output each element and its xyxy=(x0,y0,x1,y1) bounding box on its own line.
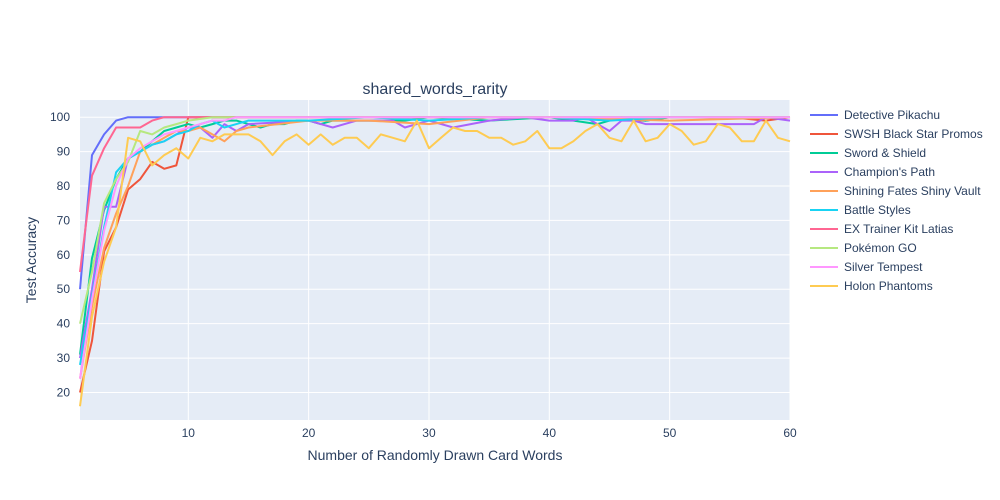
x-tick-label: 10 xyxy=(182,426,196,440)
x-axis-ticks: 10 20 30 40 50 60 xyxy=(182,426,797,440)
x-axis-title: Number of Randomly Drawn Card Words xyxy=(308,447,563,463)
legend-item-label[interactable]: Silver Tempest xyxy=(844,260,923,274)
legend-item-label[interactable]: Sword & Shield xyxy=(844,146,926,160)
y-tick-label: 100 xyxy=(50,110,70,124)
legend-item-label[interactable]: Shining Fates Shiny Vault xyxy=(844,184,981,198)
legend-item-label[interactable]: Pokémon GO xyxy=(844,241,917,255)
y-axis-ticks: 20 30 40 50 60 70 80 90 100 xyxy=(50,110,70,399)
grid-lines xyxy=(80,100,791,420)
y-tick-label: 80 xyxy=(57,179,71,193)
series-line xyxy=(79,116,790,324)
legend: Detective Pikachu SWSH Black Star Promos S… xyxy=(810,108,983,293)
y-tick-label: 40 xyxy=(57,317,71,331)
y-tick-label: 90 xyxy=(57,145,71,159)
legend-item-label[interactable]: Detective Pikachu xyxy=(844,108,940,122)
chart-title: shared_words_rarity xyxy=(363,81,508,98)
x-tick-label: 50 xyxy=(663,426,677,440)
y-axis-title: Test Accuracy xyxy=(23,217,39,303)
legend-item-label[interactable]: Holon Phantoms xyxy=(844,279,933,293)
legend-item-label[interactable]: Battle Styles xyxy=(844,203,911,217)
plot-area xyxy=(80,100,790,420)
series-layer xyxy=(79,116,791,407)
series-line xyxy=(79,119,791,407)
series-line xyxy=(79,116,790,379)
x-tick-label: 40 xyxy=(543,426,557,440)
y-tick-label: 20 xyxy=(57,385,71,399)
series-line xyxy=(79,116,791,379)
x-tick-label: 30 xyxy=(422,426,436,440)
x-tick-label: 20 xyxy=(302,426,316,440)
series-line xyxy=(79,116,790,273)
x-tick-label: 60 xyxy=(783,426,797,440)
y-tick-label: 50 xyxy=(57,282,71,296)
y-tick-label: 30 xyxy=(57,351,71,365)
legend-item-label[interactable]: Champion's Path xyxy=(844,165,935,179)
y-tick-label: 70 xyxy=(57,213,71,227)
y-tick-label: 60 xyxy=(57,248,71,262)
legend-item-label[interactable]: SWSH Black Star Promos xyxy=(844,127,983,141)
legend-item-label[interactable]: EX Trainer Kit Latias xyxy=(844,222,953,236)
